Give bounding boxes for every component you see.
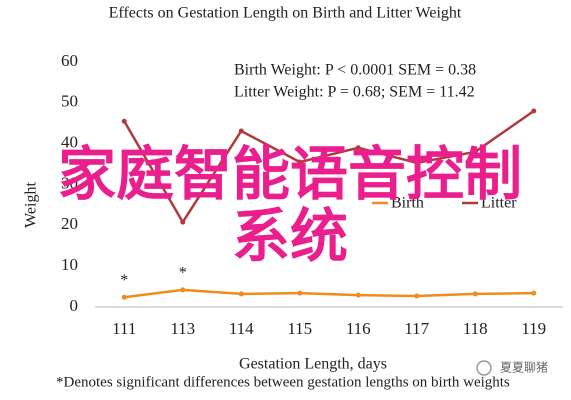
point bbox=[355, 145, 361, 151]
point bbox=[180, 287, 186, 293]
chart-title: Effects on Gestation Length on Birth and… bbox=[109, 5, 462, 22]
watermark-text: 系统 bbox=[232, 202, 348, 270]
x-tick-label: 117 bbox=[404, 319, 429, 338]
x-tick-label: 119 bbox=[521, 319, 546, 338]
y-tick-label: 30 bbox=[61, 173, 78, 192]
annotation: Birth Weight: P < 0.0001 SEM = 0.38 bbox=[234, 62, 476, 79]
point bbox=[472, 291, 478, 297]
point bbox=[531, 108, 537, 114]
y-tick-label: 60 bbox=[61, 51, 78, 70]
x-tick-label: 116 bbox=[346, 319, 371, 338]
series-line bbox=[123, 109, 535, 225]
plot: 0 10 20 30 40 50 60 111 113 114 115 116 117 118 119 * * B… bbox=[61, 51, 546, 338]
point bbox=[238, 291, 244, 297]
badge-text: 夏夏聊猪 bbox=[500, 361, 548, 375]
point bbox=[414, 160, 420, 166]
x-tick-label: 118 bbox=[463, 319, 488, 338]
x-tick-label: 114 bbox=[229, 319, 254, 338]
x-tick-label: 113 bbox=[170, 319, 195, 338]
point bbox=[180, 219, 186, 225]
watermark-text: 家庭智能语音控制 bbox=[58, 140, 522, 208]
legend-label: Birth bbox=[391, 195, 424, 212]
point bbox=[121, 118, 127, 124]
series-line bbox=[124, 288, 534, 299]
badge-icon bbox=[476, 360, 492, 376]
footnote: *Denotes significant differences between… bbox=[56, 374, 510, 390]
y-tick-label: 50 bbox=[61, 92, 78, 111]
point bbox=[355, 292, 361, 298]
y-tick-label: 20 bbox=[61, 214, 78, 233]
point bbox=[238, 128, 244, 134]
point bbox=[121, 294, 127, 300]
y-tick-label: 40 bbox=[61, 133, 78, 152]
annotation: Litter Weight: P = 0.68; SEM = 11.42 bbox=[234, 84, 475, 101]
point bbox=[297, 290, 303, 296]
legend-label: Litter bbox=[481, 195, 517, 212]
point bbox=[531, 290, 537, 296]
point bbox=[297, 159, 303, 165]
significance-label: * bbox=[179, 265, 187, 282]
x-axis-title: Gestation Length, days bbox=[239, 356, 387, 373]
y-tick-label: 10 bbox=[61, 255, 78, 274]
x-tick-label: 111 bbox=[112, 319, 136, 338]
x-tick-label: 115 bbox=[287, 319, 312, 338]
y-tick-label: 0 bbox=[70, 296, 79, 315]
overlay: 家庭智能语音控制 系统 夏夏聊猪 bbox=[58, 140, 548, 376]
significance-label: * bbox=[120, 272, 128, 289]
point bbox=[414, 293, 420, 299]
y-axis-title: Weight bbox=[23, 182, 40, 228]
point bbox=[472, 149, 478, 155]
